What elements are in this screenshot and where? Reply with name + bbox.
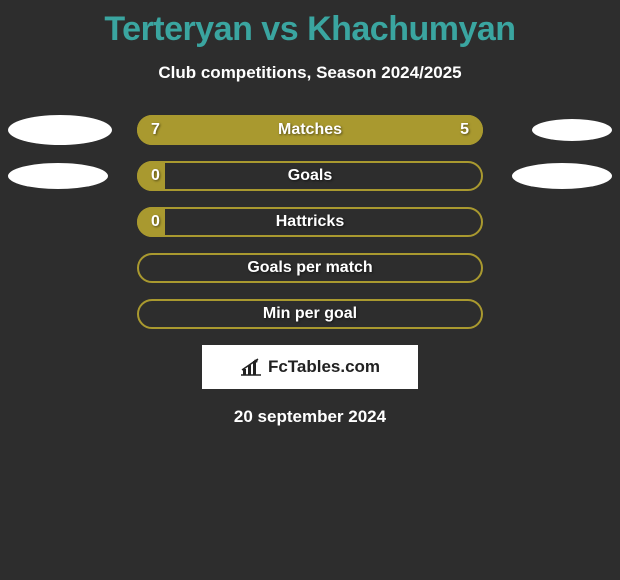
stat-rows-container: 75Matches 0Goals 0Hattricks Goals per match…	[0, 115, 620, 329]
stat-bar: 0Hattricks	[137, 207, 483, 237]
page-subtitle: Club competitions, Season 2024/2025	[0, 63, 620, 83]
date-text: 20 september 2024	[0, 407, 620, 427]
stat-label: Goals per match	[137, 253, 483, 283]
logo: FcTables.com	[240, 357, 380, 377]
player-left-marker	[8, 163, 108, 189]
logo-text: FcTables.com	[268, 357, 380, 377]
stat-bar: 75Matches	[137, 115, 483, 145]
stat-row: 75Matches	[0, 115, 620, 145]
stat-label: Goals	[137, 161, 483, 191]
stat-label: Min per goal	[137, 299, 483, 329]
stat-row: 0Hattricks	[0, 207, 620, 237]
stat-label: Matches	[137, 115, 483, 145]
stat-bar: 0Goals	[137, 161, 483, 191]
player-left-marker	[8, 115, 112, 145]
page-title: Terteryan vs Khachumyan	[0, 0, 620, 49]
logo-box: FcTables.com	[202, 345, 418, 389]
stat-row: Min per goal	[0, 299, 620, 329]
player-right-marker	[512, 163, 612, 189]
stat-bar: Min per goal	[137, 299, 483, 329]
stat-label: Hattricks	[137, 207, 483, 237]
stat-row: Goals per match	[0, 253, 620, 283]
bar-chart-icon	[240, 358, 262, 376]
stat-bar: Goals per match	[137, 253, 483, 283]
stat-row: 0Goals	[0, 161, 620, 191]
player-right-marker	[532, 119, 612, 141]
